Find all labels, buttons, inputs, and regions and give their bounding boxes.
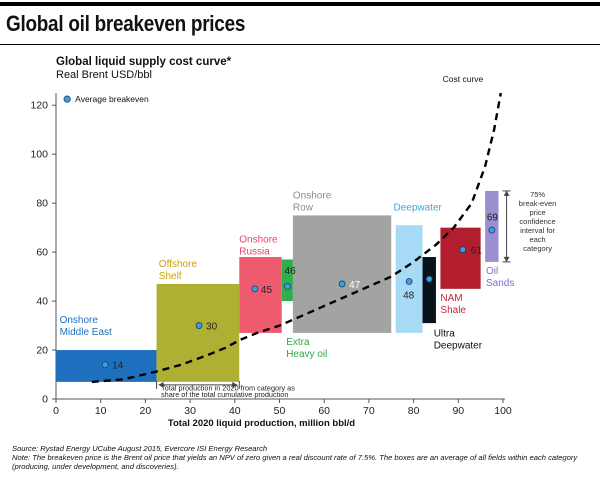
page-title: Global oil breakeven prices: [6, 11, 246, 36]
category-name-label: Offshore: [159, 259, 198, 270]
average-value-label: 48: [403, 290, 415, 301]
average-marker: [195, 322, 203, 329]
chart-subtitle: Real Brent USD/bbl: [56, 69, 152, 81]
ci-annotation-line: break-even: [519, 199, 557, 208]
category-box: [156, 283, 240, 382]
average-value-label: 46: [285, 266, 297, 277]
x-tick-label: 50: [274, 405, 286, 417]
y-tick-label: 60: [36, 247, 48, 259]
category-name-label: Extra: [286, 337, 310, 348]
x-tick-label: 40: [229, 405, 241, 417]
x-tick-label: 90: [452, 405, 464, 417]
ci-annotation-line: category: [523, 244, 552, 253]
category-name-label: Deepwater: [434, 341, 483, 352]
y-tick-label: 20: [36, 345, 48, 357]
header-rule: [0, 2, 600, 6]
cost-curve-label: Cost curve: [443, 74, 484, 84]
supply-cost-chart: 0 20 40 60 80 100 120 0 10 20 30 40 50 60 70 80 90 100 Tot…: [30, 74, 557, 429]
ci-annotation-line: confidence: [519, 217, 555, 226]
production-annotation-line: Total production in 2020 from category a…: [161, 383, 295, 392]
category-name-label: Oil: [486, 266, 498, 277]
chart-title: Global liquid supply cost curve*: [56, 56, 232, 68]
average-value-label: 47: [349, 280, 361, 291]
x-tick-label: 10: [95, 405, 107, 417]
average-markers: 14 30 45 46 47 48 61 69: [101, 212, 499, 372]
y-tick-label: 0: [42, 394, 48, 406]
title-divider: [0, 44, 600, 45]
category-name-label: Deepwater: [393, 203, 442, 214]
note-footnote: Note: The breakeven price is the Brent o…: [12, 453, 578, 472]
category-box: [440, 227, 481, 289]
x-tick-label: 30: [184, 405, 196, 417]
average-marker: [284, 282, 291, 290]
cost-curve-line: [91, 92, 502, 384]
range-arrow-right-head: [232, 381, 238, 388]
category-name-label: Onshore: [60, 315, 99, 326]
legend-label: Average breakeven: [75, 94, 149, 104]
ci-arrow-top-head: [503, 190, 510, 196]
source-footnote: Source: Rystad Energy UCube August 2015,…: [12, 444, 268, 453]
x-tick-label: 80: [408, 405, 420, 417]
average-value-label: 61: [471, 246, 483, 257]
category-name-label: Sands: [486, 278, 514, 289]
x-tick-label: 60: [318, 405, 330, 417]
category-box: [485, 190, 499, 262]
category-name-label: Row: [293, 202, 314, 213]
category-box: [422, 257, 436, 324]
x-tick-label: 100: [494, 405, 512, 417]
category-name-label: NAM: [440, 293, 462, 304]
x-tick-label: 0: [53, 405, 59, 417]
category-name-label: Onshore: [293, 190, 332, 201]
category-box: [239, 257, 282, 333]
average-marker: [459, 246, 467, 254]
range-arrow-left-head: [158, 381, 164, 388]
ci-annotation-line: each: [529, 235, 545, 244]
category-box: [292, 215, 392, 333]
average-value-label: 30: [206, 322, 218, 333]
category-name-label: Shelf: [159, 271, 182, 282]
x-axis-title: Total 2020 liquid production, million bb…: [168, 418, 355, 429]
average-marker: [425, 275, 433, 283]
average-marker: [405, 278, 413, 285]
y-tick-label: 40: [36, 296, 48, 308]
average-marker: [488, 226, 496, 234]
category-name-label: Ultra: [434, 329, 456, 340]
average-marker: [338, 280, 346, 288]
category-name-label: Middle East: [60, 327, 112, 338]
category-name-label: Onshore: [239, 234, 278, 245]
y-tick-label: 100: [30, 149, 48, 161]
legend-marker: [63, 95, 71, 103]
average-value-label: 14: [112, 361, 124, 372]
ci-annotation-line: price: [529, 208, 545, 217]
category-name-label: Shale: [440, 305, 466, 316]
average-marker: [251, 285, 259, 293]
ci-annotation-line: interval for: [520, 226, 556, 235]
category-boxes: [56, 190, 499, 382]
ci-arrow-bottom-head: [503, 256, 510, 262]
x-tick-label: 20: [140, 405, 152, 417]
y-tick-label: 120: [30, 100, 48, 112]
production-annotation-line: share of the total cumulative production: [161, 390, 288, 399]
average-value-label: 45: [261, 285, 273, 296]
y-tick-label: 80: [36, 198, 48, 210]
average-marker: [101, 361, 109, 369]
x-tick-label: 70: [363, 405, 375, 417]
category-name-label: Russia: [239, 246, 270, 257]
ci-annotation-line: 75%: [530, 190, 545, 199]
category-name-label: Heavy oil: [286, 349, 327, 360]
average-value-label: 69: [487, 212, 499, 223]
category-box: [281, 259, 293, 302]
